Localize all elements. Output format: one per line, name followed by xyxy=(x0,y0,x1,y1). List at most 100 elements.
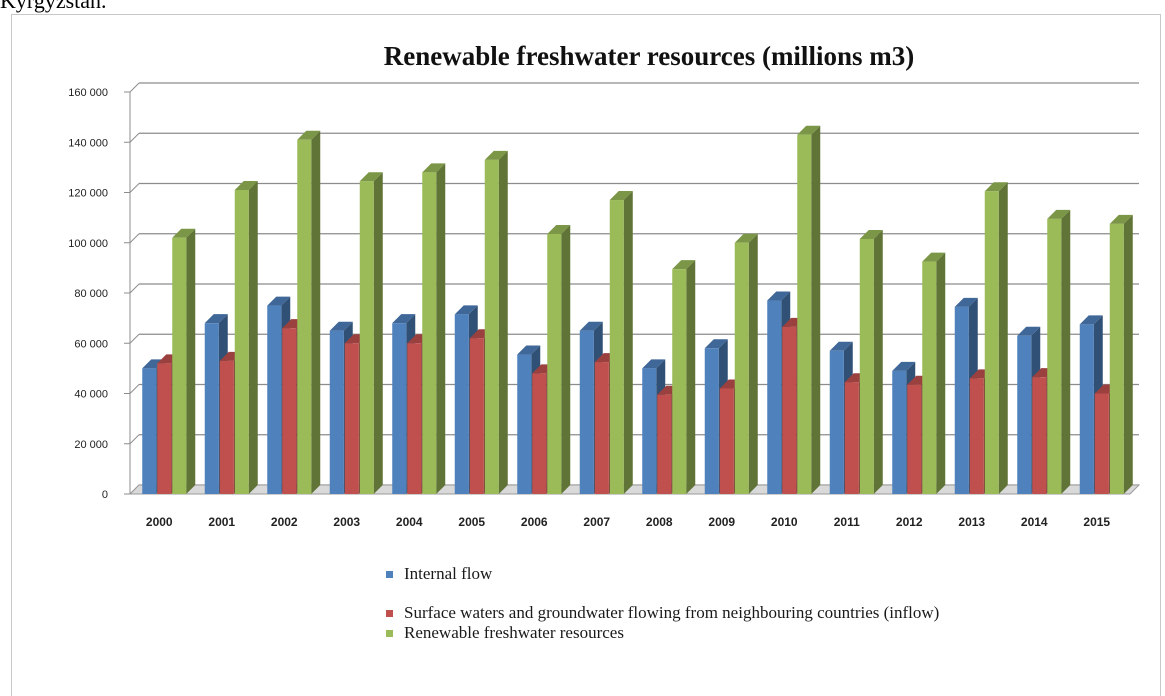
bar-top xyxy=(1017,326,1041,336)
x-tick-label: 2015 xyxy=(1083,515,1110,529)
chart-title: Renewable freshwater resources (millions… xyxy=(384,41,914,71)
bar-front xyxy=(517,354,532,494)
bar-front xyxy=(734,242,749,494)
bar-renewable-2001 xyxy=(234,180,258,495)
bar-front xyxy=(344,343,359,494)
bar-front xyxy=(407,343,422,494)
bar-top xyxy=(579,321,603,331)
bar-front xyxy=(454,314,469,494)
legend-label: Surface waters and groundwater flowing f… xyxy=(404,603,940,622)
bar-front xyxy=(829,350,844,494)
bar-front xyxy=(797,134,812,494)
gridline-side xyxy=(129,183,140,193)
legend-swatch-inflow xyxy=(386,610,393,617)
y-tick-label: 100 000 xyxy=(68,238,108,250)
bar-side xyxy=(1061,209,1071,494)
bar-front xyxy=(142,368,157,494)
bar-top xyxy=(859,229,883,239)
gridline-side xyxy=(129,333,140,344)
bar-top xyxy=(422,163,446,173)
bar-renewable-2009 xyxy=(734,233,758,494)
bar-top xyxy=(234,180,258,190)
bar-renewable-2010 xyxy=(797,125,821,495)
bar-top xyxy=(1109,214,1133,224)
y-tick-label: 120 000 xyxy=(68,188,108,200)
bar-front xyxy=(469,338,484,494)
x-tick-label: 2014 xyxy=(1021,515,1048,529)
bar-side xyxy=(998,182,1008,494)
bar-front xyxy=(329,330,344,494)
x-tick-label: 2011 xyxy=(834,515,860,529)
bar-side xyxy=(436,163,446,494)
bar-front xyxy=(907,384,922,494)
bar-top xyxy=(1047,209,1071,219)
page-caption: Kyrgyzstan. xyxy=(0,0,107,13)
bar-renewable-2012 xyxy=(922,252,946,494)
bar-top xyxy=(829,341,853,351)
bar-front xyxy=(234,189,249,495)
x-tick-label: 2008 xyxy=(646,515,673,529)
legend-item-inflow: Surface waters and groundwater flowing f… xyxy=(382,602,994,624)
bar-top xyxy=(484,150,508,160)
bar-renewable-2013 xyxy=(984,182,1008,494)
bar-front xyxy=(392,323,407,494)
bar-front xyxy=(767,300,782,494)
x-tick-label: 2007 xyxy=(583,515,610,529)
x-tick-label: 2009 xyxy=(708,515,735,529)
bar-side xyxy=(311,130,321,495)
bar-front xyxy=(219,360,234,494)
gridline-side xyxy=(129,233,140,244)
bar-front xyxy=(859,238,874,494)
bar-renewable-2006 xyxy=(547,224,571,495)
bar-top xyxy=(329,321,353,331)
bar-top xyxy=(734,233,758,243)
bar-top xyxy=(767,291,791,301)
bar-side xyxy=(373,172,383,494)
bar-chart: Renewable freshwater resources (millions… xyxy=(68,41,1141,529)
bar-front xyxy=(672,269,687,494)
bar-renewable-2004 xyxy=(422,163,446,494)
y-tick-label: 40 000 xyxy=(74,389,108,401)
bar-front xyxy=(297,139,312,495)
y-tick-label: 20 000 xyxy=(74,439,108,451)
y-tick-label: 60 000 xyxy=(74,338,108,350)
bar-side xyxy=(686,260,696,494)
legend-item-internal-flow: Internal flow xyxy=(382,563,1022,585)
bar-top xyxy=(267,296,291,306)
bar-front xyxy=(282,328,297,494)
bar-top xyxy=(359,172,383,182)
bar-front xyxy=(984,191,999,494)
bar-top xyxy=(517,345,541,355)
chart-floor xyxy=(128,484,1141,495)
bar-front xyxy=(1094,393,1109,494)
bar-front xyxy=(594,362,609,494)
bar-top xyxy=(672,260,696,270)
bar-front xyxy=(892,370,907,494)
bar-front xyxy=(1017,335,1032,494)
bar-side xyxy=(248,180,258,495)
bar-top xyxy=(454,305,478,315)
bar-top xyxy=(297,130,321,140)
bar-front xyxy=(969,378,984,494)
bar-front xyxy=(1079,324,1094,494)
bar-front xyxy=(267,305,282,494)
bar-top xyxy=(892,361,916,371)
bar-front xyxy=(704,348,719,494)
x-tick-label: 2001 xyxy=(208,515,235,529)
bar-front xyxy=(954,306,969,494)
legend-item-renewable: Renewable freshwater resources xyxy=(382,622,1022,644)
bar-front xyxy=(922,261,937,494)
bar-renewable-2007 xyxy=(609,191,633,494)
bar-top xyxy=(392,314,416,324)
y-tick-label: 140 000 xyxy=(68,137,108,149)
legend-label: Internal flow xyxy=(404,564,493,583)
bar-front xyxy=(782,326,797,494)
bar-front xyxy=(657,394,672,494)
legend: Internal flow Surface waters and groundw… xyxy=(382,563,1022,644)
bar-side xyxy=(811,125,821,495)
bar-front xyxy=(484,159,499,494)
bar-top xyxy=(954,297,978,307)
x-tick-label: 2013 xyxy=(958,515,985,529)
bar-top xyxy=(922,252,946,262)
bar-front xyxy=(422,172,437,494)
